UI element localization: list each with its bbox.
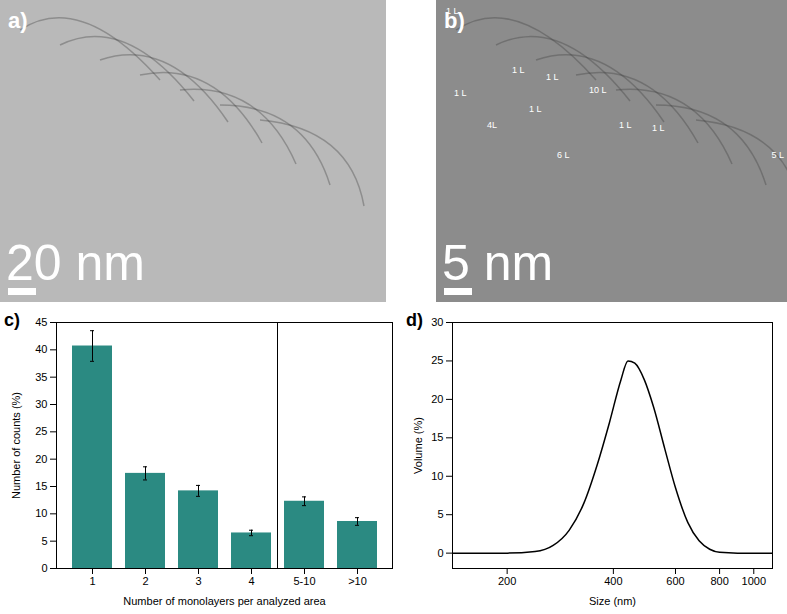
svg-text:5 L: 5 L [771, 150, 784, 160]
svg-text:1 L: 1 L [529, 104, 542, 114]
svg-text:600: 600 [666, 575, 684, 587]
svg-text:800: 800 [710, 575, 728, 587]
html-text:d): d) [406, 310, 423, 330]
svg-text:Number of counts (%): Number of counts (%) [10, 392, 22, 499]
svg-text:1 L: 1 L [652, 123, 665, 133]
svg-text:1 L: 1 L [446, 6, 459, 16]
svg-text:4L: 4L [487, 120, 497, 130]
svg-text:40: 40 [35, 343, 47, 355]
svg-text:25: 25 [35, 425, 47, 437]
svg-text:10: 10 [431, 470, 443, 482]
svg-text:Number of monolayers per analy: Number of monolayers per analyzed area [123, 595, 326, 607]
svg-text:6 L: 6 L [557, 150, 570, 160]
svg-text:5: 5 [41, 535, 47, 547]
svg-text:Volume (%): Volume (%) [412, 417, 424, 474]
svg-text:5: 5 [437, 508, 443, 520]
svg-text:45: 45 [35, 316, 47, 328]
svg-text:>10: >10 [348, 575, 367, 587]
svg-text:10 L: 10 L [589, 85, 607, 95]
svg-text:2: 2 [142, 575, 148, 587]
svg-text:4: 4 [248, 575, 254, 587]
svg-text:1: 1 [89, 575, 95, 587]
html-text:c): c) [4, 310, 20, 330]
svg-text:200: 200 [498, 575, 516, 587]
svg-text:5-10: 5-10 [293, 575, 315, 587]
svg-text:1 L: 1 L [619, 120, 632, 130]
svg-text:400: 400 [604, 575, 622, 587]
svg-text:1000: 1000 [742, 575, 766, 587]
svg-text:0: 0 [41, 562, 47, 574]
svg-text:Size (nm): Size (nm) [589, 595, 636, 607]
svg-text:35: 35 [35, 371, 47, 383]
svg-text:30: 30 [35, 398, 47, 410]
svg-text:10: 10 [35, 507, 47, 519]
svg-text:a): a) [8, 8, 28, 33]
svg-text:1 L: 1 L [546, 72, 559, 82]
svg-text:20: 20 [431, 393, 443, 405]
svg-text:3: 3 [195, 575, 201, 587]
svg-text:20: 20 [35, 453, 47, 465]
svg-text:1 L: 1 L [512, 65, 525, 75]
svg-text:30: 30 [431, 316, 443, 328]
svg-text:5 nm: 5 nm [442, 235, 553, 291]
svg-text:25: 25 [431, 354, 443, 366]
svg-text:1 L: 1 L [454, 88, 467, 98]
svg-text:15: 15 [431, 431, 443, 443]
svg-text:0: 0 [437, 547, 443, 559]
svg-text:b): b) [444, 8, 465, 33]
svg-text:15: 15 [35, 480, 47, 492]
svg-text:20 nm: 20 nm [6, 235, 145, 291]
